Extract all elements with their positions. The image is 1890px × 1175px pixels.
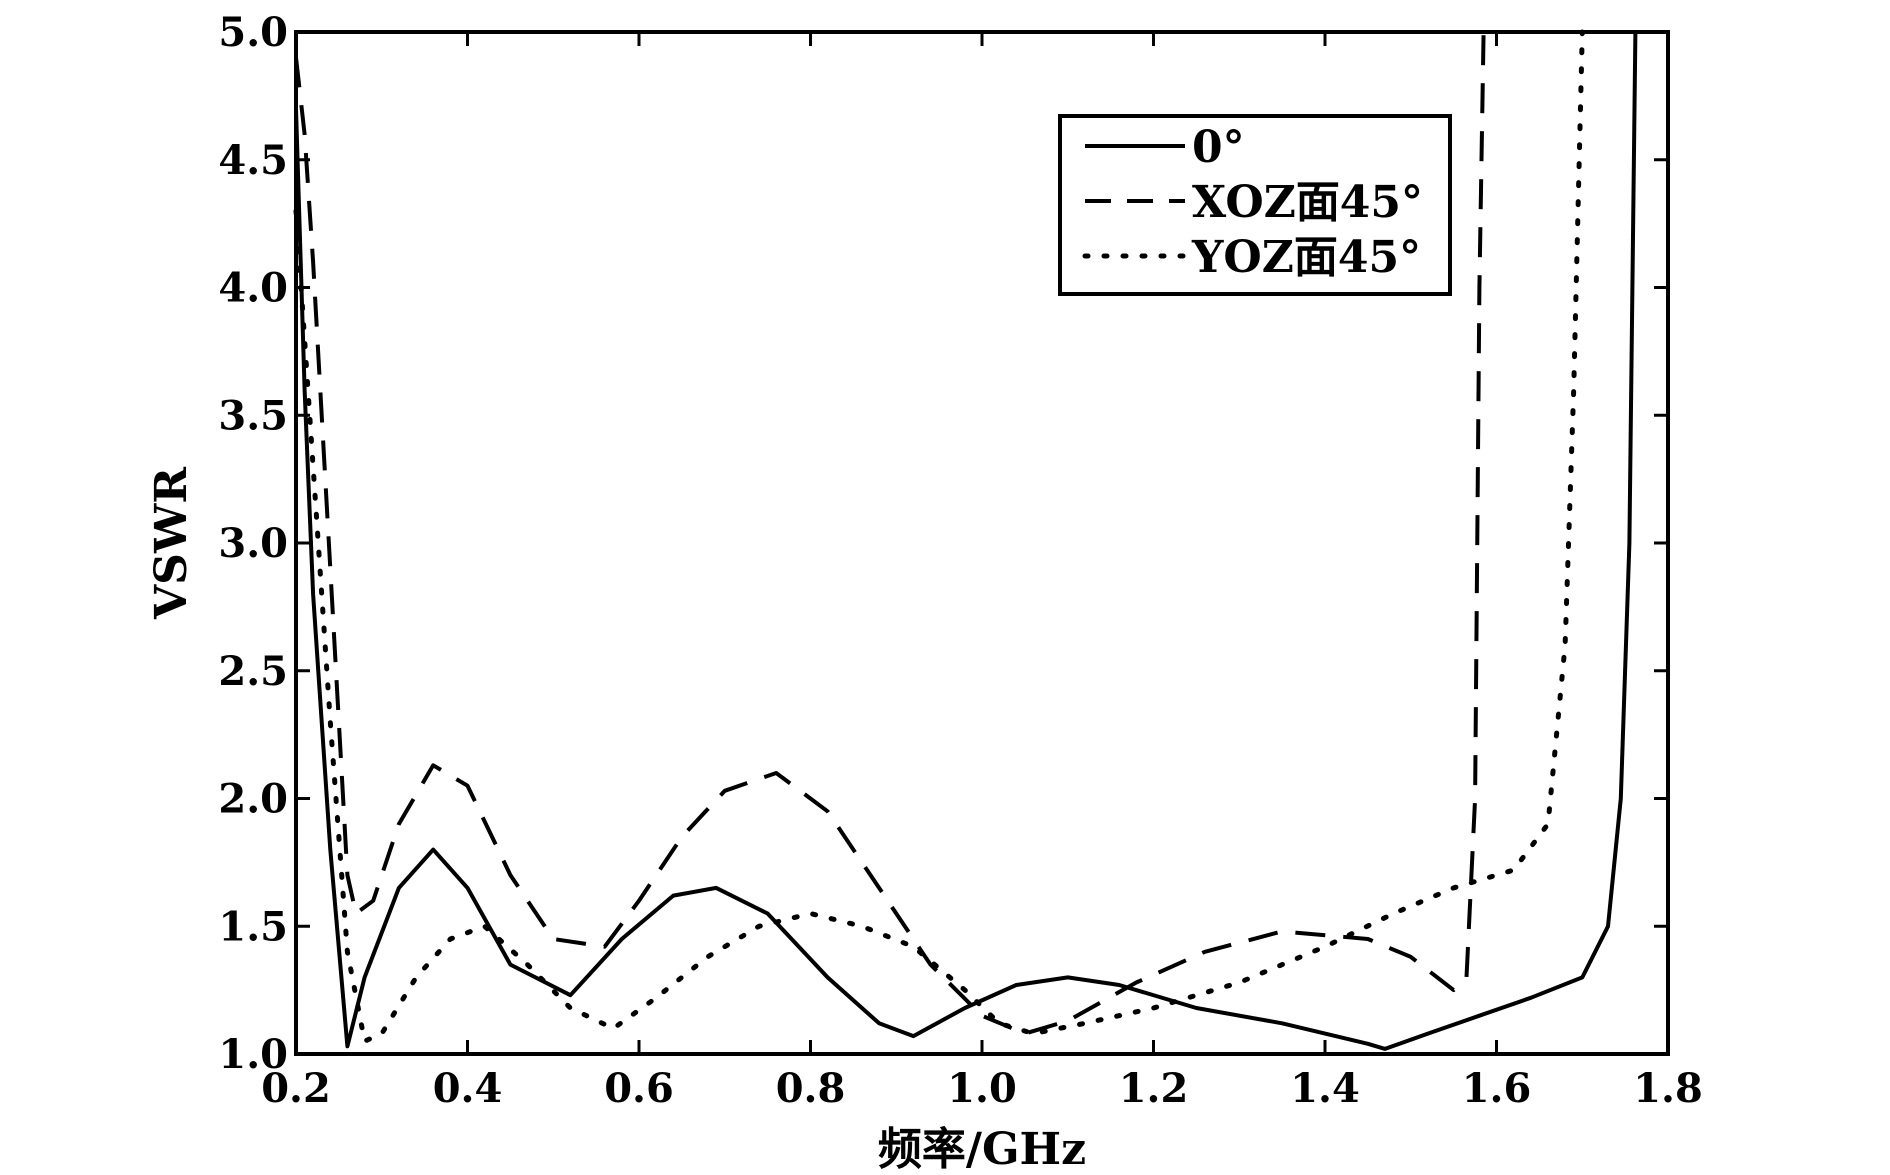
series-line-0 bbox=[294, 31, 1638, 1051]
y-tick-label: 3.5 bbox=[218, 392, 288, 439]
plot-frame bbox=[294, 30, 1670, 1056]
legend-box bbox=[1058, 114, 1452, 296]
y-tick-label: 2.0 bbox=[218, 776, 288, 823]
series-line-2 bbox=[293, 29, 1585, 1044]
x-tick-label: 0.2 bbox=[261, 1065, 331, 1112]
y-tick-label: 1.0 bbox=[218, 1031, 288, 1078]
y-tick-label: 4.0 bbox=[218, 265, 288, 312]
y-axis-title: VSWR bbox=[146, 467, 197, 620]
y-tick-label: 2.5 bbox=[218, 648, 288, 695]
x-axis-title: 频率/GHz bbox=[878, 1124, 1086, 1175]
y-tick-label: 5.0 bbox=[218, 9, 288, 56]
legend-label-yoz-45: YOZ面45° bbox=[1191, 232, 1421, 283]
series-layer bbox=[293, 29, 1638, 1051]
x-tick-label: 1.8 bbox=[1633, 1065, 1703, 1112]
x-tick-label: 0.6 bbox=[604, 1065, 674, 1112]
y-tick-label: 1.5 bbox=[218, 903, 288, 950]
legend: 0° XOZ面45° YOZ面45° bbox=[1058, 114, 1452, 296]
x-tick-label: 0.4 bbox=[433, 1065, 503, 1112]
series-line-1 bbox=[294, 31, 1486, 1036]
x-tick-label: 1.4 bbox=[1290, 1065, 1360, 1112]
tick-layer: 0.2 0.4 0.6 0.8 1.0 1.2 1.4 1.6 1.8 1.0 1.5 2.0 2.5 3… bbox=[218, 9, 1702, 1112]
y-tick-label: 3.0 bbox=[218, 520, 288, 567]
x-tick-label: 1.0 bbox=[947, 1065, 1017, 1112]
legend-label-xoz-45: XOZ面45° bbox=[1192, 177, 1423, 228]
x-tick-label: 1.2 bbox=[1119, 1065, 1189, 1112]
x-tick-label: 0.8 bbox=[776, 1065, 846, 1112]
y-tick-label: 4.5 bbox=[218, 137, 288, 184]
legend-label-0deg: 0° bbox=[1192, 122, 1245, 173]
x-tick-label: 1.6 bbox=[1462, 1065, 1532, 1112]
